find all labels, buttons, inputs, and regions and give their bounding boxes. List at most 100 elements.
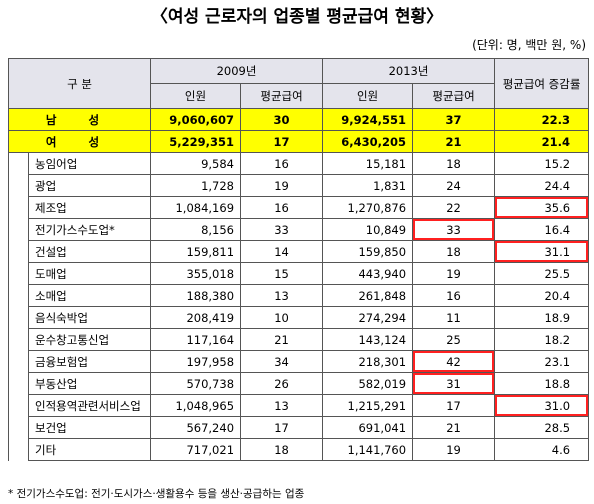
cell: 31.1 [494, 240, 590, 263]
cell: 기타 [27, 438, 152, 461]
header-row: 구 분 2009년 2013년 평균급여 증감률 [7, 58, 590, 109]
cell: 전기가스수도업* [27, 218, 152, 241]
cell: 광업 [27, 174, 152, 197]
cell: 218,301 [322, 350, 414, 373]
cell: 여 성 [7, 130, 152, 153]
data-row: 기타 717,021 18 1,141,760 19 4.6 [8, 438, 590, 461]
cell: 남 성 [7, 108, 152, 131]
header-cell: 2009년 [150, 58, 324, 84]
cell: 20.4 [494, 284, 590, 307]
indent-cell [8, 174, 29, 197]
wage-table: 구 분 2009년 2013년 평균급여 증감률 인원 평균급여 인원 평균급여… [7, 58, 590, 461]
cell: 음식숙박업 [27, 306, 152, 329]
data-row: 보건업 567,240 17 691,041 21 28.5 [8, 416, 590, 439]
cell: 도매업 [27, 262, 152, 285]
cell: 금융보험업 [27, 350, 152, 373]
cell: 159,811 [150, 240, 242, 263]
cell: 30 [240, 108, 324, 131]
cell: 6,430,205 [322, 130, 414, 153]
cell: 13 [240, 394, 324, 417]
cell: 인적용역관련서비스업 [27, 394, 152, 417]
cell: 25 [412, 328, 496, 351]
cell: 18 [412, 152, 496, 175]
cell: 5,229,351 [150, 130, 242, 153]
cell: 18 [240, 438, 324, 461]
header-cell: 평균급여 증감률 [494, 58, 590, 109]
indent-cell [8, 240, 29, 263]
indent-cell [8, 328, 29, 351]
cell: 16 [412, 284, 496, 307]
cell: 25.5 [494, 262, 590, 285]
cell: 16 [240, 152, 324, 175]
header-cell: 인원 [150, 83, 242, 109]
cell: 261,848 [322, 284, 414, 307]
cell: 1,270,876 [322, 196, 414, 219]
header-cell: 평균급여 [412, 83, 496, 109]
data-row: 운수창고통신업 117,164 21 143,124 25 18.2 [8, 328, 590, 351]
data-row: 부동산업 570,738 26 582,019 31 18.8 [8, 372, 590, 395]
cell: 1,141,760 [322, 438, 414, 461]
cell: 운수창고통신업 [27, 328, 152, 351]
cell: 10 [240, 306, 324, 329]
cell: 보건업 [27, 416, 152, 439]
cell: 21.4 [494, 130, 590, 153]
cell: 22.3 [494, 108, 590, 131]
cell: 37 [412, 108, 496, 131]
unit-note: (단위: 명, 백만 원, %) [472, 38, 586, 52]
indent-cell [8, 218, 29, 241]
cell: 소매업 [27, 284, 152, 307]
cell: 9,060,607 [150, 108, 242, 131]
data-row: 소매업 188,380 13 261,848 16 20.4 [8, 284, 590, 307]
cell: 159,850 [322, 240, 414, 263]
cell: 19 [412, 438, 496, 461]
data-row: 광업 1,728 19 1,831 24 24.4 [8, 174, 590, 197]
cell: 443,940 [322, 262, 414, 285]
footnote: * 전기가스수도업: 전기·도시가스·생활용수 등을 생산·공급하는 업종 [8, 488, 305, 500]
indent-cell [8, 372, 29, 395]
cell: 33 [412, 218, 496, 241]
cell: 19 [412, 262, 496, 285]
cell: 18.2 [494, 328, 590, 351]
cell: 24.4 [494, 174, 590, 197]
cell: 21 [412, 130, 496, 153]
cell: 355,018 [150, 262, 242, 285]
cell: 691,041 [322, 416, 414, 439]
indent-cell [8, 350, 29, 373]
cell: 9,924,551 [322, 108, 414, 131]
data-row: 음식숙박업 208,419 10 274,294 11 18.9 [8, 306, 590, 329]
cell: 28.5 [494, 416, 590, 439]
header-cell: 평균급여 [240, 83, 324, 109]
cell: 117,164 [150, 328, 242, 351]
cell: 14 [240, 240, 324, 263]
cell: 34 [240, 350, 324, 373]
cell: 18 [412, 240, 496, 263]
cell: 21 [240, 328, 324, 351]
cell: 15,181 [322, 152, 414, 175]
cell: 건설업 [27, 240, 152, 263]
cell: 19 [240, 174, 324, 197]
cell: 582,019 [322, 372, 414, 395]
header-cell: 인원 [322, 83, 414, 109]
cell: 18.8 [494, 372, 590, 395]
data-row: 건설업 159,811 14 159,850 18 31.1 [8, 240, 590, 263]
cell: 16 [240, 196, 324, 219]
cell: 8,156 [150, 218, 242, 241]
cell: 21 [412, 416, 496, 439]
data-row: 인적용역관련서비스업 1,048,965 13 1,215,291 17 31.0 [8, 394, 590, 417]
cell: 31.0 [494, 394, 590, 417]
data-row: 도매업 355,018 15 443,940 19 25.5 [8, 262, 590, 285]
summary-row: 여 성 5,229,351 17 6,430,205 21 21.4 [7, 130, 590, 153]
cell: 143,124 [322, 328, 414, 351]
indent-cell [8, 152, 29, 175]
cell: 18.9 [494, 306, 590, 329]
indent-cell [8, 394, 29, 417]
cell: 24 [412, 174, 496, 197]
header-row: 인원 평균급여 인원 평균급여 [9, 83, 589, 109]
cell: 31 [412, 372, 496, 395]
cell: 15.2 [494, 152, 590, 175]
header-cell: 2013년 [322, 58, 496, 84]
indent-cell [8, 196, 29, 219]
cell: 33 [240, 218, 324, 241]
cell: 1,084,169 [150, 196, 242, 219]
